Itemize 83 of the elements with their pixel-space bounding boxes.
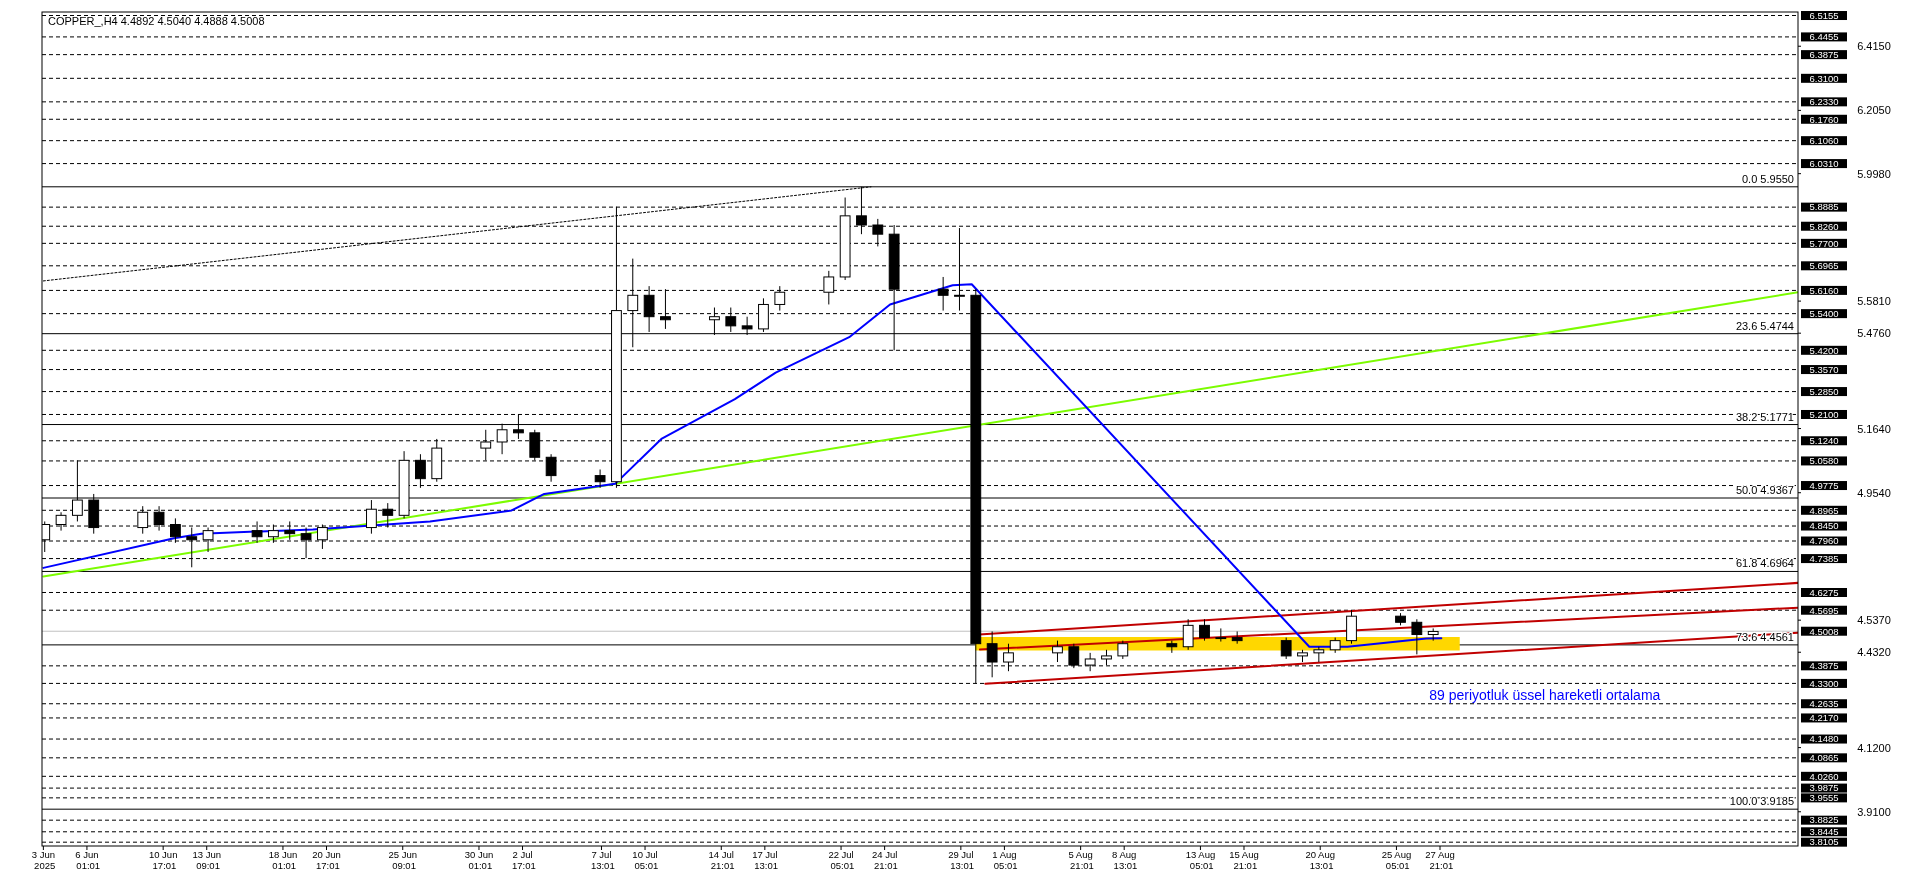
ref-line-label: 50.0 4.9367	[1735, 484, 1794, 497]
ref-line-label: 6.5155	[1809, 9, 1839, 21]
ref-line-label: 4.3875	[1809, 660, 1839, 672]
ref-line-label: 6.0310	[1809, 157, 1839, 169]
x-tick-label: 3 Jun 2025	[31, 849, 56, 871]
ref-line-label: 100.0 3.9185	[1729, 795, 1794, 808]
y-tick-label: 5.5810	[1857, 295, 1891, 308]
ref-line-label: 3.8445	[1809, 826, 1839, 838]
ref-line-label: 5.7700	[1809, 237, 1839, 249]
x-tick-label: 17 Jul 13:01	[751, 849, 779, 871]
ref-line-label: 4.9775	[1809, 479, 1839, 491]
ref-line-label: 4.2170	[1809, 712, 1839, 724]
chart-title: COPPER_,H4 4.4892 4.5040 4.4888 4.5008	[48, 15, 265, 27]
ref-line-label: 6.3100	[1809, 72, 1839, 84]
x-tick-label: 22 Jul 05:01	[827, 849, 855, 871]
ref-line-label: 4.5008	[1809, 625, 1839, 637]
x-tick-label: 14 Jul 21:01	[708, 849, 735, 871]
x-tick-label: 5 Aug 21:01	[1067, 849, 1094, 871]
x-tick-label: 20 Jun 17:01	[312, 849, 341, 871]
y-tick-label: 6.2050	[1857, 104, 1891, 117]
ref-line-label: 23.6 5.4744	[1735, 319, 1794, 332]
ref-line-label: 4.8450	[1809, 520, 1839, 532]
y-tick-label: 5.9980	[1857, 167, 1891, 180]
ref-line-label: 4.5695	[1809, 604, 1839, 616]
ref-line-label: 5.3570	[1809, 363, 1839, 375]
x-tick-label: 1 Aug 05:01	[991, 849, 1018, 871]
ref-line-label: 4.8965	[1809, 504, 1839, 516]
ref-line-label: 5.5400	[1809, 307, 1839, 319]
x-tick-label: 25 Aug 05:01	[1381, 849, 1412, 871]
ref-line-label: 3.9555	[1809, 792, 1839, 804]
x-tick-label: 18 Jun 01:01	[268, 849, 298, 871]
ref-line-label: 3.8825	[1809, 814, 1839, 826]
ref-line-label: 5.2850	[1809, 385, 1839, 397]
ref-line-label: 5.0580	[1809, 455, 1839, 467]
ref-line-label: 0.0 5.9550	[1742, 172, 1794, 185]
y-tick-label: 4.5370	[1857, 614, 1891, 627]
ref-line-label: 3.8105	[1809, 836, 1839, 848]
ref-line-label: 5.8260	[1809, 220, 1839, 232]
ref-line-label: 4.6275	[1809, 586, 1839, 598]
x-tick-label: 25 Jun 09:01	[388, 849, 418, 871]
ref-line-label: 3.9875	[1809, 782, 1839, 794]
ref-line-label: 6.4455	[1809, 31, 1839, 43]
x-tick-label: 8 Aug 13:01	[1110, 849, 1138, 871]
y-tick-label: 5.1640	[1857, 422, 1891, 435]
x-tick-label: 29 Jul 13:01	[947, 849, 975, 871]
y-tick-label: 5.4760	[1857, 327, 1891, 340]
x-tick-label: 6 Jun 01:01	[73, 849, 101, 871]
x-tick-label: 13 Aug 05:01	[1185, 849, 1216, 871]
x-tick-label: 27 Aug 21:01	[1425, 849, 1455, 871]
x-tick-label: 15 Aug 21:01	[1229, 849, 1259, 871]
ref-line-label: 4.0260	[1809, 770, 1839, 782]
x-tick-label: 30 Jun 01:01	[464, 849, 494, 871]
ref-line-label: 4.3300	[1809, 677, 1839, 689]
ref-line-label: 5.8885	[1809, 201, 1839, 213]
x-tick-label: 20 Aug 13:01	[1305, 849, 1336, 871]
x-tick-label: 10 Jun 17:01	[148, 849, 178, 871]
y-tick-label: 6.4150	[1857, 40, 1891, 53]
ref-line-label: 6.1060	[1809, 134, 1839, 146]
ref-line-label: 5.6965	[1809, 260, 1839, 272]
ref-line-label: 4.1480	[1809, 733, 1839, 745]
ref-line-label: 4.2635	[1809, 698, 1839, 710]
y-tick-label: 4.1200	[1857, 741, 1891, 754]
y-tick-label: 4.9540	[1857, 486, 1891, 499]
ref-line-label: 4.7960	[1809, 535, 1839, 547]
ref-line-label: 5.4200	[1809, 344, 1839, 356]
ref-line-label: 6.1760	[1809, 113, 1839, 125]
x-tick-label: 7 Jul 13:01	[588, 849, 615, 871]
x-tick-label: 24 Jul 21:01	[871, 849, 898, 871]
y-tick-label: 3.9100	[1857, 805, 1891, 818]
ref-line-label: 6.3875	[1809, 48, 1839, 60]
ref-line-label: 38.2 5.1771	[1735, 410, 1794, 423]
ref-line-label: 4.7385	[1809, 552, 1839, 564]
x-tick-label: 13 Jun 09:01	[192, 849, 221, 871]
y-tick-label: 4.4320	[1857, 646, 1891, 659]
ref-line-label: 5.6160	[1809, 284, 1839, 296]
x-tick-label: 10 Jul 05:01	[631, 849, 659, 871]
ref-line-label: 4.0865	[1809, 752, 1839, 764]
ref-line-label: 61.8 4.6964	[1735, 557, 1794, 570]
ref-line-label: 5.2100	[1809, 408, 1839, 420]
ref-line-label: 6.2330	[1809, 96, 1839, 108]
ref-line-label: 5.1240	[1809, 435, 1839, 447]
x-tick-label: 2 Jul 17:01	[509, 849, 536, 871]
annotation: 89 periyotluk üssel hareketli ortalama	[1429, 687, 1661, 704]
